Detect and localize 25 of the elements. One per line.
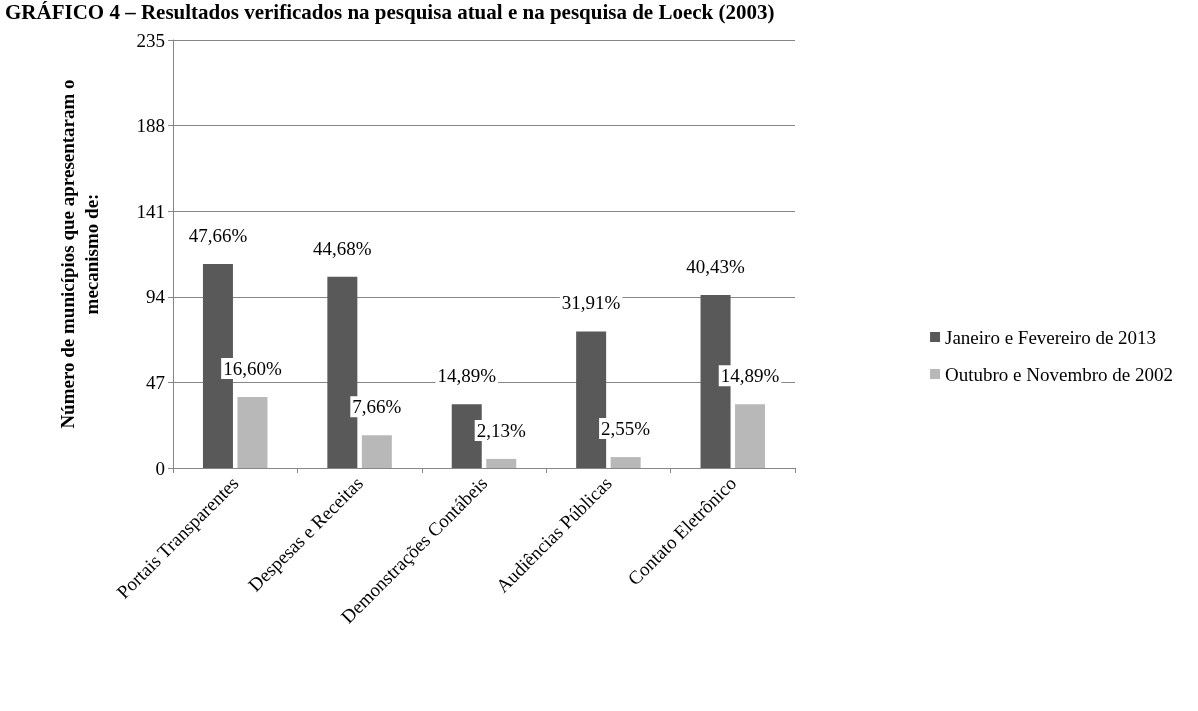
bar	[237, 396, 268, 468]
bar	[361, 435, 392, 468]
annotation: 40,43%	[686, 255, 746, 277]
annotation: 44,68%	[313, 237, 372, 259]
legend-label: Janeiro e Fevereiro de 2013	[945, 326, 1157, 348]
annotation: 2,55%	[601, 418, 651, 440]
y-axis-title: Número de municípios que apresentaram o mecanismo de:	[56, 79, 102, 429]
legend-label: Outubro e Novembro de 2002	[945, 363, 1174, 385]
bar	[735, 404, 766, 468]
y-tick-label: 0	[155, 457, 165, 479]
bar	[486, 458, 517, 468]
annotation: 31,91%	[561, 292, 621, 314]
annotation: 14,89%	[720, 365, 780, 387]
y-tick-label: 47	[146, 371, 165, 393]
annotation: 14,89%	[437, 365, 497, 387]
annotation: 2,13%	[476, 419, 526, 441]
bar	[610, 457, 641, 468]
y-tick-label: 141	[136, 200, 165, 222]
chart-title: GRÁFICO 4 – Resultados verificados na pesquisa atual e na pesquisa de Loeck (2003)	[5, 0, 775, 24]
y-tick-label: 235	[136, 29, 165, 51]
annotation: 7,66%	[352, 396, 402, 418]
y-tick-label: 94	[146, 286, 166, 308]
annotation: 47,66%	[188, 225, 248, 247]
y-tick-label: 188	[136, 115, 165, 137]
annotation: 16,60%	[223, 357, 282, 379]
